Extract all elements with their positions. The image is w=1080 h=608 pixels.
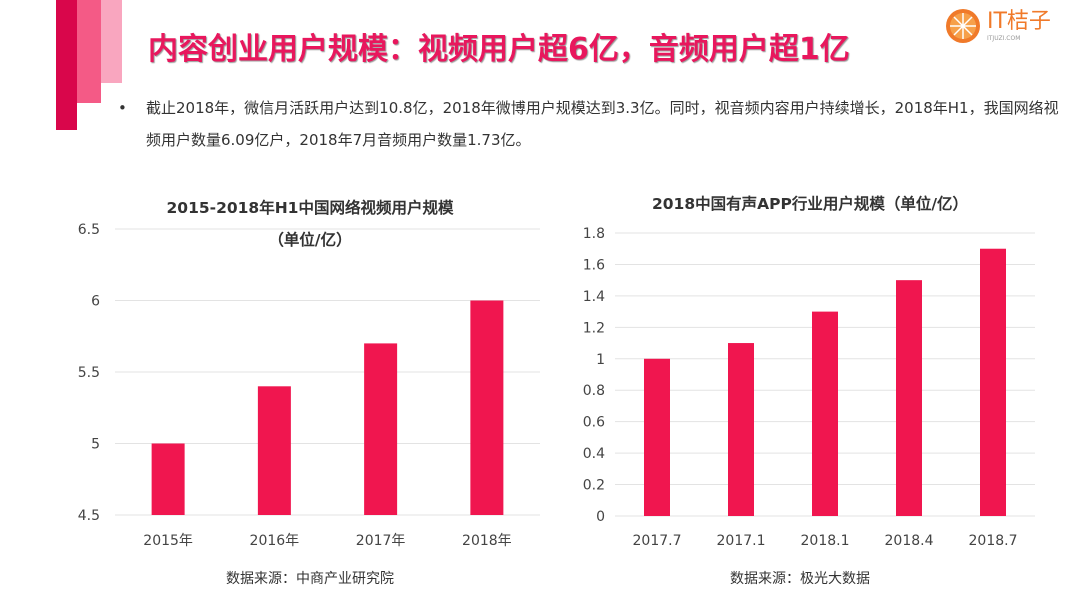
bar (364, 343, 398, 515)
logo-sub: ITJUZI.COM (987, 34, 1021, 42)
y-tick-label: 0 (596, 509, 605, 525)
bullet-icon: • (118, 99, 127, 117)
logo: IT桔子 ITJUZI.COM (945, 8, 1051, 44)
y-tick-label: 6 (91, 294, 100, 310)
chart1-subtitle: （单位/亿） (268, 231, 352, 249)
y-tick-label: 6.5 (78, 222, 100, 238)
page-title: 内容创业用户规模：视频用户超6亿，音频用户超1亿 (148, 32, 850, 67)
chart2-title: 2018中国有声APP行业用户规模（单位/亿） (651, 195, 969, 213)
y-tick-label: 1.2 (583, 320, 605, 336)
logo-name: IT桔子 (987, 8, 1051, 34)
y-tick-label: 1 (596, 352, 605, 368)
x-tick-label: 2015年 (143, 533, 193, 549)
decor-bar-mid (77, 0, 101, 103)
y-tick-label: 1.4 (583, 289, 605, 305)
y-tick-label: 5.5 (78, 365, 100, 381)
chart2-source: 数据来源：极光大数据 (730, 571, 870, 587)
x-tick-label: 2018.1 (801, 533, 850, 549)
y-tick-label: 0.2 (583, 478, 605, 494)
y-tick-label: 1.8 (583, 226, 605, 242)
x-tick-label: 2017.1 (717, 533, 766, 549)
chart1-source: 数据来源：中商产业研究院 (226, 571, 394, 587)
x-tick-label: 2018年 (462, 533, 512, 549)
bar (470, 300, 504, 515)
bar (151, 443, 185, 515)
decor-bar-dark (56, 0, 77, 130)
bullet-point: • 截止2018年，微信月活跃用户达到10.8亿，2018年微博用户规模达到3.… (118, 92, 1066, 156)
chart1-title: 2015-2018年H1中国网络视频用户规模 （单位/亿） (110, 192, 510, 256)
logo-text: IT桔子 ITJUZI.COM (987, 8, 1051, 42)
orange-icon (946, 9, 980, 43)
bar (980, 248, 1006, 516)
x-tick-label: 2017年 (356, 533, 406, 549)
bar (728, 343, 754, 516)
x-tick-label: 2016年 (250, 533, 300, 549)
y-tick-label: 0.6 (583, 415, 605, 431)
bar (644, 358, 670, 516)
y-tick-label: 4.5 (78, 508, 100, 524)
x-tick-label: 2018.7 (969, 533, 1018, 549)
bar (812, 311, 838, 516)
y-tick-label: 1.6 (583, 257, 605, 273)
x-tick-label: 2018.4 (885, 533, 934, 549)
bar (257, 386, 291, 515)
y-tick-label: 0.4 (583, 446, 605, 462)
chart1-title-main: 2015-2018年H1中国网络视频用户规模 (166, 199, 454, 217)
decor-bar-light (101, 0, 122, 83)
bullet-text: 截止2018年，微信月活跃用户达到10.8亿，2018年微博用户规模达到3.3亿… (146, 99, 1059, 149)
y-tick-label: 5 (91, 437, 100, 453)
y-tick-label: 0.8 (583, 383, 605, 399)
x-tick-label: 2017.7 (633, 533, 682, 549)
bar (896, 280, 922, 516)
